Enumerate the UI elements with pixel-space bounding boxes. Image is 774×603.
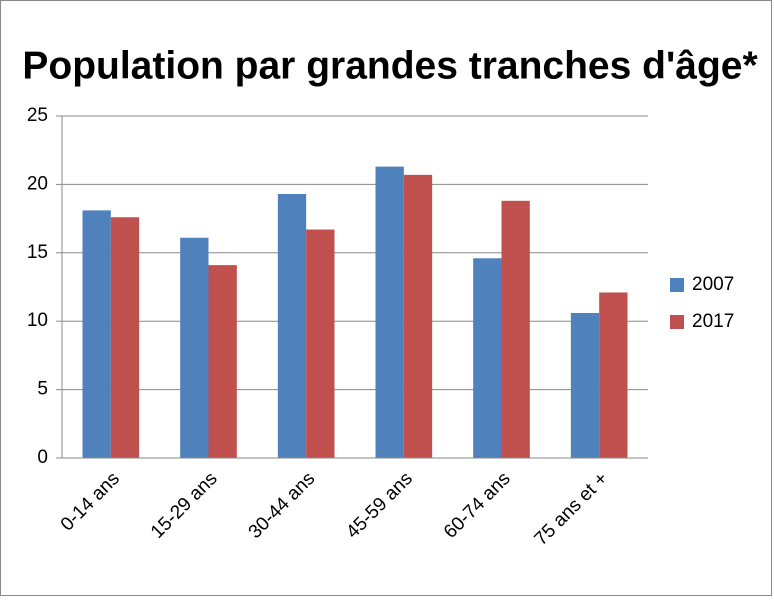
bar	[473, 258, 502, 458]
bar	[82, 210, 111, 458]
bar	[180, 237, 209, 458]
y-tick-label: 5	[37, 379, 48, 400]
bar	[306, 229, 335, 458]
bar	[570, 312, 600, 458]
chart-title: Population par grandes tranches d'âge*	[22, 44, 758, 87]
bar	[208, 265, 237, 458]
bar	[110, 217, 140, 458]
y-tick-label: 15	[27, 242, 48, 263]
y-tick-label: 10	[27, 310, 48, 331]
bar	[375, 166, 404, 458]
legend-label: 2007	[692, 274, 734, 295]
legend-label: 2017	[692, 311, 734, 332]
y-tick-label: 20	[27, 173, 48, 194]
legend-swatch	[670, 278, 684, 292]
y-tick-label: 25	[27, 105, 48, 126]
legend-swatch	[670, 315, 684, 329]
bar	[501, 200, 530, 459]
y-tick-label: 0	[37, 447, 48, 468]
bar	[599, 292, 628, 458]
bar	[403, 174, 433, 458]
bar	[277, 193, 307, 458]
